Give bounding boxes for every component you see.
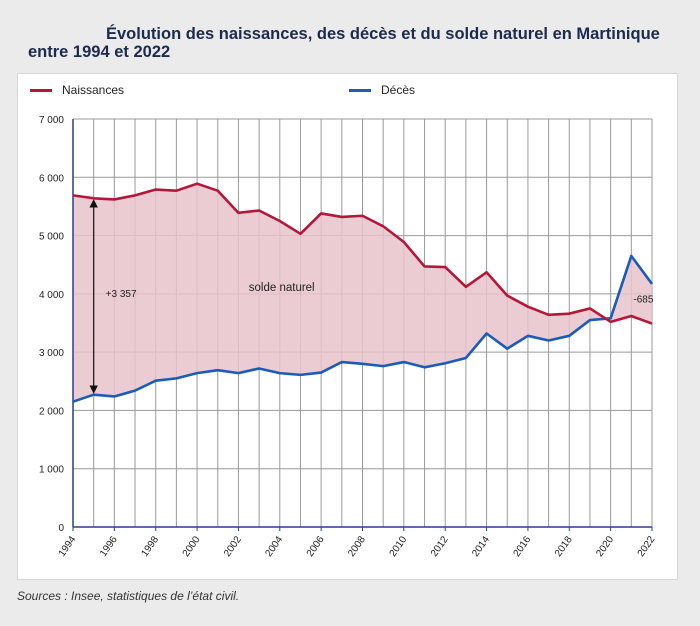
- y-tick-label: 4 000: [39, 290, 64, 301]
- y-tick-label: 7 000: [39, 115, 64, 126]
- title-line-1: Évolution des naissances, des décès et d…: [106, 25, 660, 43]
- chart-title: Évolution des naissances, des décès et d…: [28, 25, 668, 61]
- x-tick-label: 2010: [388, 534, 410, 559]
- legend-label-deces: Décès: [381, 83, 416, 97]
- source-note: Sources : Insee, statistiques de l’état …: [17, 589, 240, 603]
- x-tick-label: 2014: [470, 534, 492, 559]
- y-tick-label: 5 000: [39, 232, 64, 243]
- title-line-2: entre 1994 et 2022: [28, 43, 171, 61]
- chart-panel: Naissances Décès 0 1 000 2 000 3 000 4 000 5 …: [17, 73, 678, 580]
- x-tick-label: 1998: [139, 534, 161, 559]
- x-tick-label: 1996: [98, 534, 120, 559]
- legend-swatch-naissances: [30, 88, 52, 92]
- y-tick-label: 0: [58, 523, 64, 534]
- end-value-label: -685: [633, 295, 653, 306]
- x-tick-label: 2002: [222, 534, 244, 559]
- legend-label-naissances: Naissances: [62, 83, 125, 97]
- y-tick-label: 3 000: [39, 348, 64, 359]
- legend-item-naissances: Naissances: [30, 83, 124, 97]
- y-tick-label: 6 000: [39, 173, 64, 184]
- y-tick-label: 2 000: [39, 406, 64, 417]
- series-line-naissances: [72, 182, 653, 325]
- chart-svg: 0 1 000 2 000 3 000 4 000 5 000 6 000 7 000 1994…: [39, 115, 658, 559]
- start-value-label: +3 357: [106, 289, 137, 300]
- legend-item-deces: Décès: [349, 83, 415, 97]
- x-tick-label: 2020: [594, 534, 616, 559]
- area-label: solde naturel: [249, 282, 315, 294]
- x-tick-label: 2018: [553, 534, 575, 559]
- x-tick-label: 2022: [636, 534, 658, 559]
- x-tick-label: 1994: [57, 534, 79, 559]
- x-tick-label: 2006: [305, 534, 327, 559]
- x-tick-label: 2012: [429, 534, 451, 559]
- x-tick-label: 2004: [263, 534, 285, 559]
- x-tick-label: 2016: [512, 534, 534, 559]
- x-tick-label: 2008: [346, 534, 368, 559]
- legend-swatch-deces: [349, 88, 371, 92]
- x-tick-label: 2000: [181, 534, 203, 559]
- series-line-deces: [72, 254, 654, 403]
- y-tick-label: 1 000: [39, 465, 64, 476]
